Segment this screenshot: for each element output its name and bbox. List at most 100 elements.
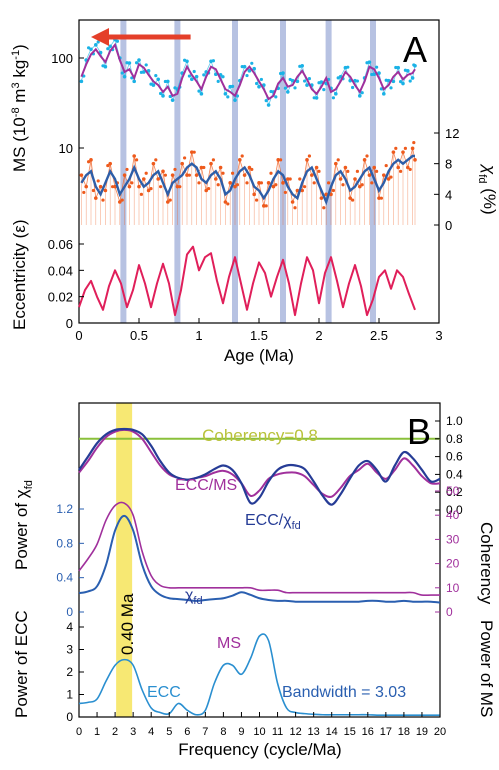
ms-point	[303, 79, 307, 83]
freq-tick-label: 15	[344, 726, 356, 738]
chi-point	[283, 190, 287, 195]
age-tick-label: 0	[75, 328, 82, 343]
panel-b-axes: 0 1 2 3 4 5 6 7 8 9 10 11 12 13 14 15 16 17 18 19 200.00.20.…	[56, 414, 463, 738]
chi-point	[331, 188, 335, 193]
freq-tick-label: 11	[272, 726, 283, 738]
chi-point	[322, 206, 326, 210]
freq-tick-label: 5	[166, 726, 172, 738]
chi-tick-label: 4	[445, 187, 452, 202]
ms-point	[286, 90, 290, 94]
chi-point	[183, 156, 187, 160]
ms-point	[233, 98, 237, 102]
ms-point	[247, 69, 252, 73]
ecc-axis-title: Eccentricity (ε)	[10, 219, 29, 330]
ecc-tick-label: 0.04	[48, 263, 73, 278]
ms-point	[281, 71, 285, 75]
chi-smooth-line	[80, 154, 415, 206]
chi-point	[384, 163, 388, 168]
ms-point	[322, 88, 326, 92]
age-band	[370, 20, 376, 323]
ms-point	[190, 77, 194, 82]
freq-tick-label: 16	[362, 726, 374, 738]
freq-tick-label: 10	[253, 726, 265, 738]
ms-point	[122, 74, 127, 79]
freq-tick-label: 3	[130, 726, 136, 738]
age-band	[325, 20, 332, 323]
ms-point	[221, 75, 225, 79]
power-ecc-axis-title: Power of ECC	[12, 610, 31, 718]
freq-tick-label: 12	[289, 726, 301, 738]
chi-point	[163, 173, 167, 177]
highlight-label: 0.40 Ma	[118, 593, 137, 655]
ms-axis-title: MS (10-8 m3 kg-1)	[10, 44, 29, 172]
series-ms	[78, 501, 440, 597]
ms-point	[358, 94, 362, 98]
ms-point	[334, 92, 338, 96]
annotation-ecc: ECC	[147, 684, 181, 701]
ms-point	[137, 58, 141, 62]
age-tick-label: 3	[435, 328, 442, 343]
ms-point	[144, 63, 148, 67]
ms-point	[132, 79, 136, 84]
eccentricity-line	[78, 245, 416, 317]
ms-point	[379, 87, 383, 91]
freq-tick-label: 0	[76, 726, 82, 738]
ms-power-tick-label: 30	[446, 532, 460, 546]
chi-point	[403, 146, 407, 150]
ecc-tick-label: 0.02	[48, 290, 73, 305]
series-ecc	[78, 633, 440, 717]
ms-point	[235, 94, 239, 98]
chi-point	[312, 181, 316, 185]
series-eccfd	[78, 427, 441, 506]
chi-point	[91, 188, 95, 193]
chi-point	[245, 181, 249, 185]
ecc-tick-label: 0.06	[48, 237, 73, 252]
ms-point	[94, 43, 98, 47]
ms-point	[115, 39, 119, 43]
chi-point	[317, 169, 321, 173]
coherency-axis-title: Coherency	[477, 522, 496, 605]
chi-point	[293, 206, 297, 210]
spectrum-lines	[78, 427, 441, 717]
ms-point	[103, 64, 108, 69]
chi-point	[135, 158, 139, 162]
ms-point	[211, 59, 215, 63]
ms-point	[346, 65, 350, 69]
chi-point	[130, 181, 134, 185]
series-fd	[78, 514, 441, 604]
chi-point	[264, 204, 268, 208]
chi-point	[298, 177, 302, 181]
age-tick-label: 2.5	[370, 328, 388, 343]
ms-point	[377, 71, 381, 75]
freq-tick-label: 13	[308, 726, 320, 738]
coherency-tick-label: 0.0	[446, 503, 463, 517]
coherency-threshold-label: Coherency=0.8	[202, 426, 318, 445]
age-axis-title: Age (Ma)	[224, 346, 294, 365]
annotation-ms: MS	[217, 635, 241, 652]
coherency-tick-label: 0.4	[446, 467, 463, 481]
age-band	[232, 20, 238, 323]
chi-point	[399, 169, 403, 173]
chi-point	[360, 183, 364, 187]
ms-point	[367, 60, 372, 64]
ms-point	[408, 79, 412, 83]
ms-point	[401, 81, 405, 86]
chi-point	[351, 198, 355, 202]
ms-tick-label: 10	[59, 141, 73, 156]
coherency-tick-label: 0.6	[446, 450, 463, 464]
ms-point	[120, 71, 124, 75]
ms-point	[372, 72, 377, 77]
freq-tick-label: 7	[202, 726, 208, 738]
chi-point	[365, 154, 369, 158]
chi-point	[231, 171, 235, 175]
ms-point	[305, 83, 309, 87]
ms-point	[142, 70, 146, 74]
chi-tick-label: 12	[445, 126, 459, 141]
chi-point	[216, 183, 220, 187]
ms-point	[274, 95, 278, 99]
ms-point	[391, 79, 396, 84]
chi-point	[274, 183, 278, 187]
ms-point	[406, 69, 410, 73]
ms-point	[389, 86, 393, 90]
chi-tick-label: 8	[445, 157, 452, 172]
